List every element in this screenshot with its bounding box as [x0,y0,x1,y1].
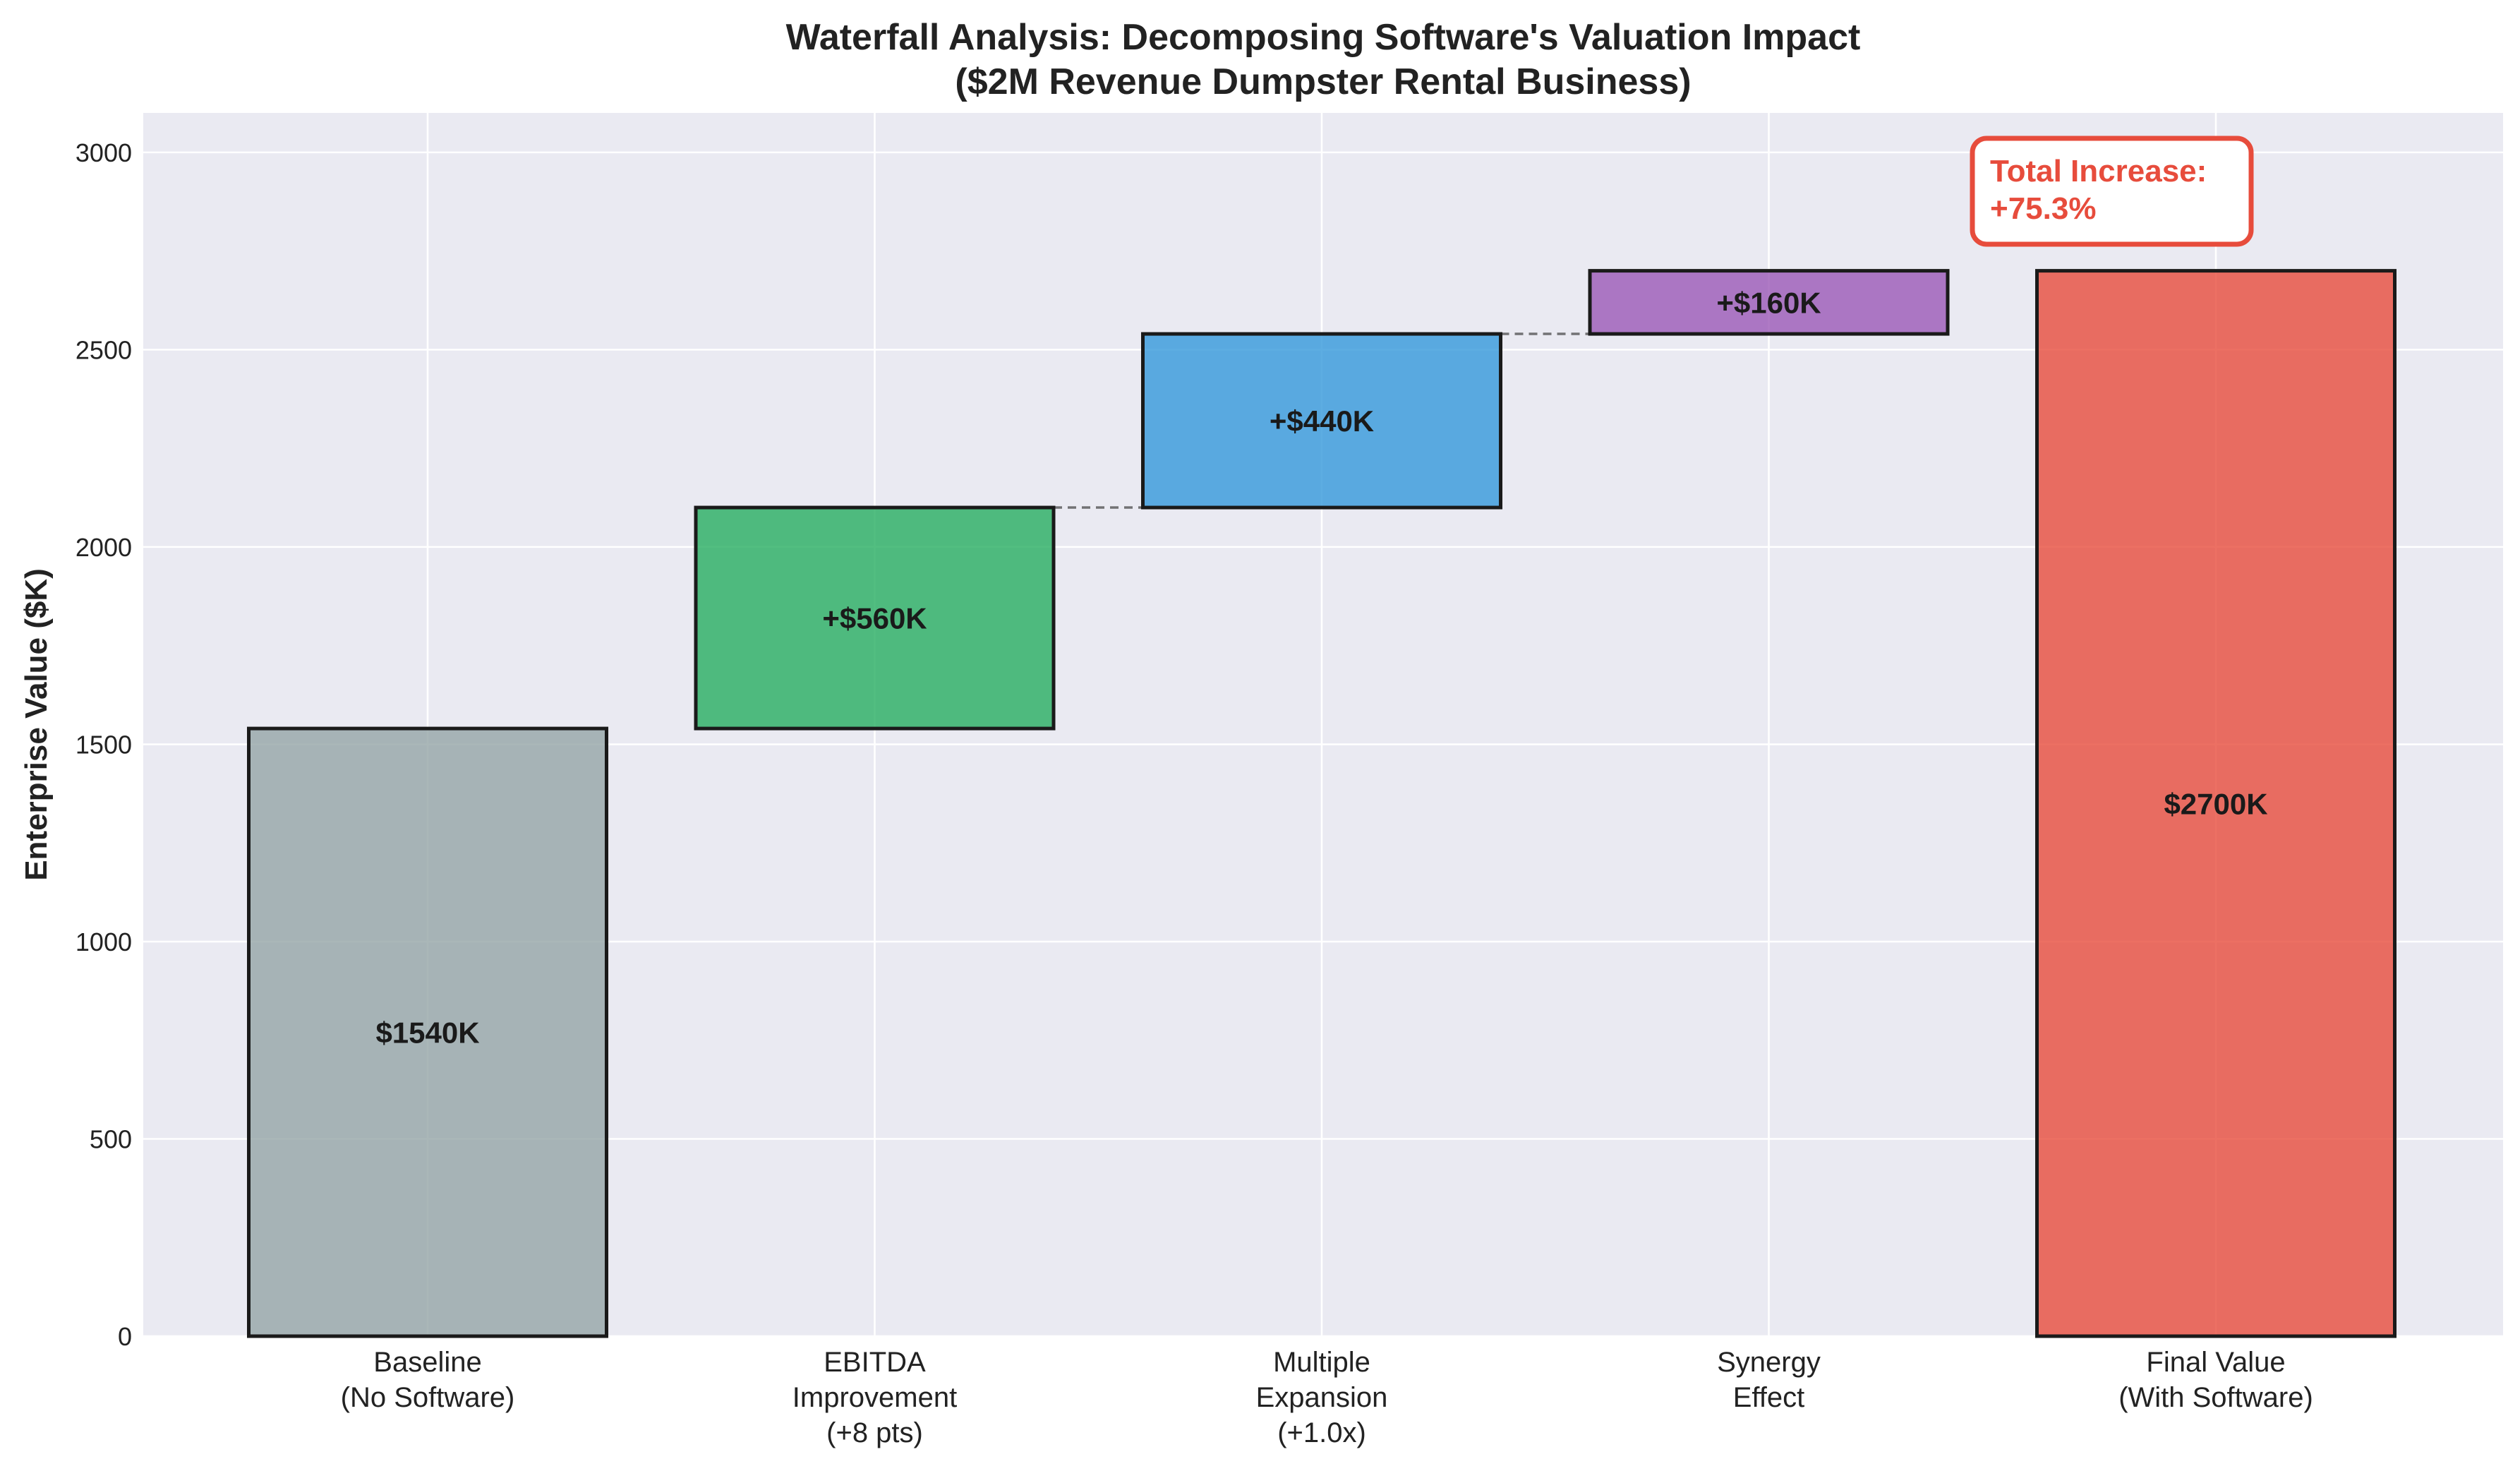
x-tick-label: Effect [1733,1382,1805,1413]
bar-value-label: $1540K [375,1016,479,1050]
y-tick-label: 1500 [76,730,132,759]
bar-value-label: +$160K [1716,286,1821,319]
bar [1141,332,1502,510]
x-tick-label: (No Software) [341,1382,515,1413]
bar [2035,269,2397,1338]
y-tick-label: 500 [90,1124,132,1153]
x-tick-label: (+8 pts) [826,1417,923,1448]
total-increase-annotation: Total Increase: +75.3% [1970,136,2254,247]
x-tick-label: Final Value [2146,1347,2285,1378]
bar-value-label: +$560K [822,602,927,635]
x-tick-label: (With Software) [2118,1382,2313,1413]
y-axis-label: Enterprise Value ($K) [19,568,54,881]
connectors [1054,332,1590,509]
x-tick-label: Synergy [1717,1347,1821,1378]
x-tick-label: Improvement [792,1382,957,1413]
bar [694,505,1056,731]
annotation-line-1: Total Increase: [1990,154,2207,188]
x-tick-label: Multiple [1273,1347,1370,1378]
y-tick-label: 3000 [76,138,132,167]
bars [247,269,2397,1338]
chart-title: Waterfall Analysis: Decomposing Software… [786,17,1861,58]
bar-labels: $1540K +$560K +$440K +$160K $2700K [375,286,2267,1049]
x-tick-label: Expansion [1256,1382,1388,1413]
y-axis-ticks: 0 500 1000 1500 2000 2500 3000 [76,138,132,1351]
y-tick-label: 2000 [76,533,132,562]
y-tick-label: 0 [118,1322,132,1351]
annotation-box [1970,136,2254,247]
x-tick-label: Baseline [373,1347,481,1378]
x-axis-ticks: Baseline (No Software) EBITDA Improvement (+… [341,1347,2313,1448]
bar-value-label: +$440K [1270,404,1374,438]
y-tick-label: 1000 [76,927,132,956]
annotation-line-2: +75.3% [1990,191,2096,226]
x-tick-label: (+1.0x) [1277,1417,1366,1448]
bar [247,726,608,1338]
bar-value-label: $2700K [2164,787,2267,820]
bar [1588,269,1950,336]
x-tick-label: EBITDA [824,1347,926,1378]
chart-subtitle: ($2M Revenue Dumpster Rental Business) [955,61,1691,102]
y-tick-label: 2500 [76,335,132,364]
